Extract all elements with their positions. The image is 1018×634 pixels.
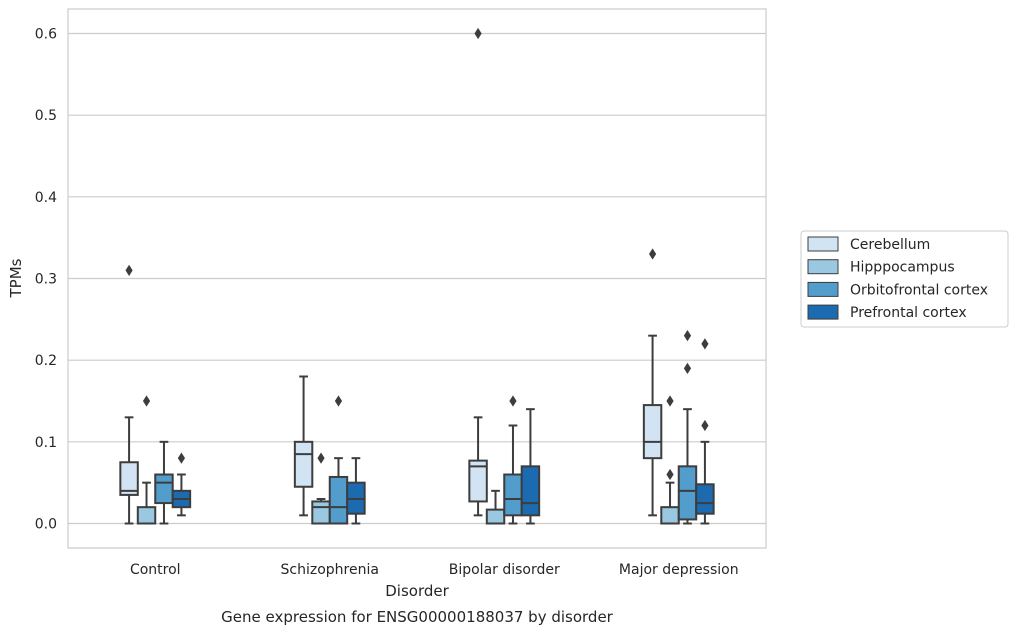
y-tick-label: 0.3 [35, 272, 57, 288]
flier-point [474, 27, 482, 40]
box-body [154, 473, 174, 505]
box-body [695, 483, 715, 515]
box-body [660, 506, 680, 525]
box-0-3 [171, 452, 192, 517]
x-tick-label: Major depression [619, 562, 739, 578]
x-tick-label: Bipolar disorder [449, 562, 560, 578]
box-3-0 [642, 248, 663, 517]
x-tick-label: Control [130, 562, 181, 578]
x-axis-label: Disorder [385, 582, 449, 600]
box-0-0 [119, 264, 139, 525]
flier-point [701, 419, 709, 432]
flier-point [683, 330, 692, 342]
legend-swatch [807, 236, 839, 252]
legend-frame [800, 230, 1009, 328]
grid-layer [68, 32, 766, 525]
flier-point [334, 395, 343, 407]
y-axis-ticks: 0.0 0.1 0.2 0.3 0.4 0.5 0.6 [35, 27, 57, 533]
x-axis-ticks: Control Schizophrenia Bipolar disorder Majo… [130, 562, 739, 578]
flier-point [142, 395, 151, 407]
box-1-1 [311, 452, 331, 525]
legend-label: Hipppocampus [850, 260, 955, 276]
box-0-2 [154, 440, 174, 525]
y-tick-label: 0.4 [35, 190, 57, 206]
legend-swatch [807, 259, 839, 275]
box-body [311, 500, 331, 525]
box-body [119, 461, 139, 496]
box-body [468, 459, 488, 503]
legend-swatch [807, 304, 839, 320]
box-3-1 [660, 395, 680, 525]
box-0-1 [136, 395, 157, 525]
box-body [485, 508, 506, 525]
flier-point [701, 338, 709, 350]
box-1-3 [346, 457, 366, 525]
flier-point [509, 395, 517, 407]
y-tick-label: 0.0 [35, 517, 57, 533]
y-tick-label: 0.2 [35, 353, 57, 369]
flier-point [683, 362, 692, 374]
legend: Cerebellum Hipppocampus Orbitofrontal cort… [800, 230, 1009, 328]
box-body [677, 465, 698, 521]
box-body [503, 473, 523, 517]
legend-swatch [807, 281, 839, 297]
flier-point [666, 395, 674, 407]
plot-frame [67, 8, 767, 549]
legend-label: Prefrontal cortex [850, 305, 967, 321]
x-tick-label: Schizophrenia [281, 562, 379, 578]
box-body [136, 506, 157, 525]
y-tick-label: 0.1 [35, 435, 57, 451]
box-1-2 [328, 395, 349, 525]
box-2-3 [520, 408, 541, 525]
legend-label: Orbitofrontal cortex [850, 282, 988, 298]
box-body [520, 465, 541, 517]
flier-point [666, 468, 674, 481]
box-body [642, 404, 663, 460]
y-tick-label: 0.5 [35, 108, 57, 124]
box-1-0 [293, 375, 314, 517]
box-2-2 [503, 395, 523, 525]
flier-point [317, 452, 325, 464]
y-tick-label: 0.6 [35, 27, 57, 43]
box-3-3 [695, 338, 715, 525]
box-2-0 [468, 27, 488, 517]
box-2-1 [485, 489, 506, 525]
chart-caption: Gene expression for ENSG00000188037 by d… [221, 608, 614, 626]
flier-point [648, 248, 657, 260]
box-body [328, 475, 349, 525]
boxes-layer [119, 27, 715, 525]
flier-point [125, 264, 133, 276]
legend-label: Cerebellum [850, 237, 930, 253]
flier-point [177, 452, 186, 464]
box-body [293, 440, 314, 488]
y-axis-label: TPMs [7, 258, 25, 298]
box-3-2 [677, 330, 698, 525]
